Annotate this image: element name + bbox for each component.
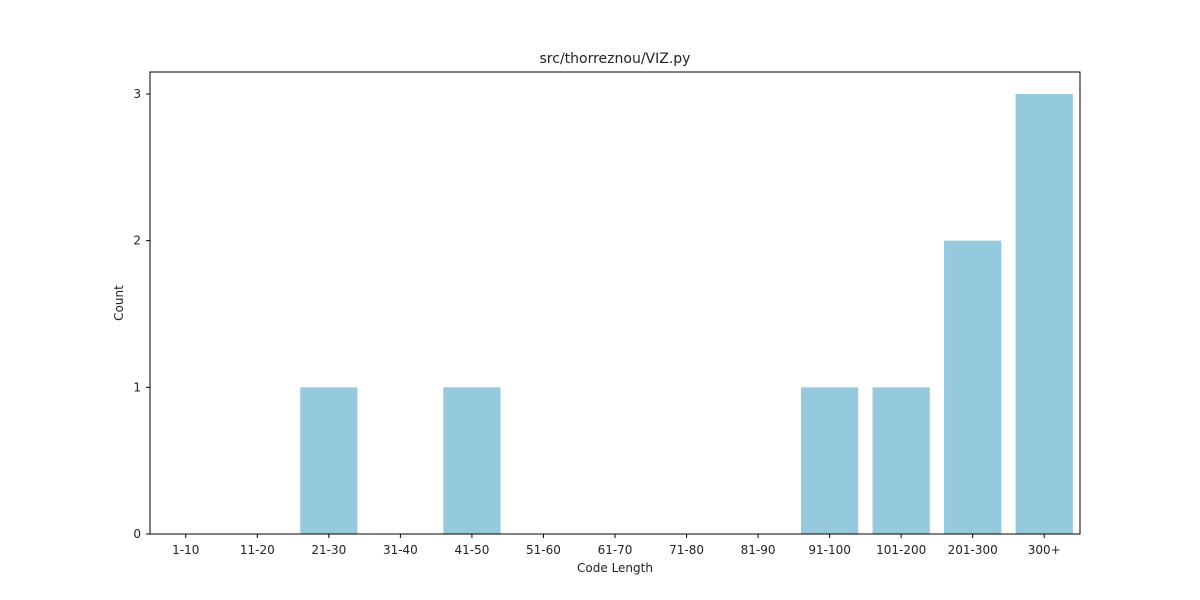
x-tick-label: 300+ — [1028, 543, 1061, 557]
x-tick-label: 41-50 — [454, 543, 489, 557]
x-tick-label: 61-70 — [598, 543, 633, 557]
y-axis-label: Count — [112, 285, 126, 321]
x-tick-label: 81-90 — [741, 543, 776, 557]
bar-91-100 — [801, 387, 859, 534]
y-axis: 0 1 2 3 — [133, 87, 150, 541]
x-axis-label: Code Length — [577, 561, 653, 575]
y-tick-label: 1 — [133, 380, 141, 394]
x-tick-label: 91-100 — [808, 543, 851, 557]
plot-frame — [149, 71, 1081, 535]
bar-201-300 — [944, 240, 1002, 534]
bar-300+ — [1015, 94, 1073, 534]
bar-21-30 — [300, 387, 358, 534]
x-tick-label: 1-10 — [172, 543, 199, 557]
x-axis: 1-10 11-20 21-30 31-40 41-50 51-60 61-70 71-80 8… — [172, 534, 1061, 557]
x-tick-label: 201-300 — [948, 543, 998, 557]
y-tick-label: 3 — [133, 87, 141, 101]
x-tick-label: 71-80 — [669, 543, 704, 557]
y-tick-label: 2 — [133, 234, 141, 248]
bars-group — [300, 94, 1073, 534]
x-tick-label: 11-20 — [240, 543, 275, 557]
x-tick-label: 101-200 — [876, 543, 926, 557]
bar-101-200 — [872, 387, 930, 534]
x-tick-label: 31-40 — [383, 543, 418, 557]
y-tick-label: 0 — [133, 527, 141, 541]
chart-title: src/thorreznou/VIZ.py — [540, 51, 691, 67]
x-tick-label: 51-60 — [526, 543, 561, 557]
bar-41-50 — [443, 387, 501, 534]
x-tick-label: 21-30 — [311, 543, 346, 557]
